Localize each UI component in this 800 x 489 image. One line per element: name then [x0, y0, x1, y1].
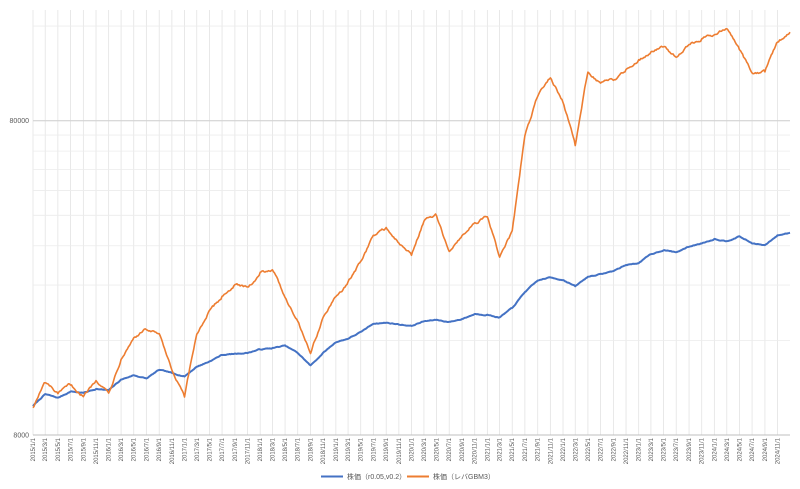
x-tick-label: 2024/3/1 — [725, 437, 731, 461]
x-tick-label: 2018/9/1 — [309, 437, 315, 461]
x-tick-label: 2019/11/1 — [397, 437, 403, 464]
x-tick-label: 2024/1/1 — [712, 437, 718, 461]
x-axis: 2015/1/1 2015/3/1 2015/5/1 2015/7/1 2015/9/1… — [31, 434, 790, 464]
legend-label: 株価（レバGBM3） — [433, 472, 495, 481]
x-tick-label: 2021/1/1 — [485, 437, 491, 461]
x-tick-label: 2016/1/1 — [107, 437, 113, 461]
series-line — [32, 231, 791, 407]
x-tick-label: 2017/9/1 — [233, 437, 239, 461]
x-tick-label: 2023/5/1 — [662, 437, 668, 461]
x-tick-label: 2021/3/1 — [498, 437, 504, 461]
x-tick-label: 2017/3/1 — [195, 437, 201, 461]
x-tick-label: 2023/9/1 — [687, 437, 693, 461]
x-tick-label: 2016/5/1 — [132, 437, 138, 461]
x-tick-label: 2022/3/1 — [573, 437, 579, 461]
x-tick-label: 2019/7/1 — [371, 437, 377, 461]
series-line — [32, 27, 791, 409]
x-tick-label: 2022/7/1 — [599, 437, 605, 461]
x-tick-label: 2021/9/1 — [536, 437, 542, 461]
x-tick-label: 2023/11/1 — [700, 437, 706, 464]
y-tick-label: 80000 — [10, 118, 30, 125]
legend-label: 株価（r0.05,v0.2） — [347, 472, 406, 481]
x-tick-label: 2016/9/1 — [157, 437, 163, 461]
x-tick-label: 2019/5/1 — [359, 437, 365, 461]
x-tick-label: 2015/1/1 — [31, 437, 37, 461]
x-tick-label: 2017/11/1 — [246, 437, 252, 464]
x-tick-label: 2017/1/1 — [183, 437, 189, 461]
x-tick-label: 2022/11/1 — [624, 437, 630, 464]
x-tick-label: 2021/11/1 — [548, 437, 554, 464]
x-tick-label: 2017/5/1 — [207, 437, 213, 461]
x-tick-label: 2020/5/1 — [435, 437, 441, 461]
x-tick-label: 2023/3/1 — [649, 437, 655, 461]
x-tick-label: 2015/11/1 — [94, 437, 100, 464]
x-tick-label: 2022/9/1 — [611, 437, 617, 461]
x-tick-label: 2021/5/1 — [510, 437, 516, 461]
x-tick-label: 2024/9/1 — [763, 437, 769, 461]
x-tick-label: 2019/1/1 — [334, 437, 340, 461]
x-tick-label: 2020/9/1 — [460, 437, 466, 461]
x-tick-label: 2023/7/1 — [674, 437, 680, 461]
x-tick-label: 2024/5/1 — [737, 437, 743, 461]
series-layer — [32, 27, 791, 409]
x-tick-label: 2018/3/1 — [270, 437, 276, 461]
y-axis: 8000 80000 — [10, 118, 30, 439]
x-tick-label: 2015/9/1 — [81, 437, 87, 461]
x-tick-label: 2015/5/1 — [56, 437, 62, 461]
x-tick-label: 2017/7/1 — [220, 437, 226, 461]
x-tick-label: 2018/1/1 — [258, 437, 264, 461]
x-tick-label: 2019/3/1 — [346, 437, 352, 461]
x-tick-label: 2016/11/1 — [170, 437, 176, 464]
y-tick-label: 8000 — [13, 433, 29, 440]
x-tick-label: 2024/11/1 — [776, 437, 782, 464]
x-tick-label: 2020/3/1 — [422, 437, 428, 461]
x-tick-label: 2020/7/1 — [447, 437, 453, 461]
x-tick-label: 2024/7/1 — [750, 437, 756, 461]
x-tick-label: 2020/1/1 — [410, 437, 416, 461]
x-tick-label: 2018/5/1 — [283, 437, 289, 461]
x-tick-label: 2015/7/1 — [69, 437, 75, 461]
x-tick-label: 2016/3/1 — [119, 437, 125, 461]
x-tick-label: 2022/5/1 — [586, 437, 592, 461]
x-tick-label: 2019/9/1 — [384, 437, 390, 461]
legend: 株価（r0.05,v0.2） 株価（レバGBM3） — [321, 472, 495, 481]
grid — [32, 10, 790, 436]
x-tick-label: 2018/11/1 — [321, 437, 327, 464]
x-tick-label: 2016/7/1 — [144, 437, 150, 461]
x-tick-label: 2021/7/1 — [523, 437, 529, 461]
x-tick-label: 2022/1/1 — [561, 437, 567, 461]
x-tick-label: 2023/1/1 — [637, 437, 643, 461]
x-tick-label: 2020/11/1 — [473, 437, 479, 464]
x-tick-label: 2015/3/1 — [43, 437, 49, 461]
x-tick-label: 2018/7/1 — [296, 437, 302, 461]
